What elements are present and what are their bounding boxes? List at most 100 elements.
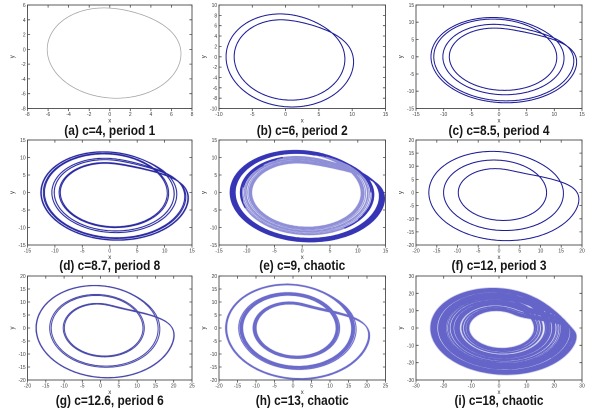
svg-text:5: 5 xyxy=(310,383,313,389)
svg-text:15: 15 xyxy=(409,3,415,9)
svg-text:y: y xyxy=(202,55,208,58)
svg-text:-15: -15 xyxy=(407,230,414,236)
svg-text:10: 10 xyxy=(134,383,140,389)
svg-text:0: 0 xyxy=(411,326,414,332)
svg-text:-5: -5 xyxy=(250,112,255,118)
svg-text:5: 5 xyxy=(118,383,121,389)
svg-text:y: y xyxy=(10,55,16,58)
svg-text:-10: -10 xyxy=(440,112,447,118)
svg-text:5: 5 xyxy=(23,173,26,179)
svg-text:20: 20 xyxy=(409,138,415,144)
svg-text:-15: -15 xyxy=(210,243,217,249)
svg-text:-20: -20 xyxy=(407,361,414,367)
svg-text:10: 10 xyxy=(552,112,558,118)
svg-text:-6: -6 xyxy=(213,86,218,92)
svg-text:-5: -5 xyxy=(213,208,218,214)
svg-text:-15: -15 xyxy=(215,248,222,254)
svg-text:10: 10 xyxy=(212,3,218,9)
svg-text:(e) c=9, chaotic: (e) c=9, chaotic xyxy=(259,258,345,273)
svg-text:15: 15 xyxy=(409,151,415,157)
svg-text:-4: -4 xyxy=(21,77,26,83)
svg-text:0: 0 xyxy=(23,47,26,53)
svg-text:-10: -10 xyxy=(252,383,259,389)
svg-text:-20: -20 xyxy=(215,383,222,389)
svg-text:y: y xyxy=(202,191,208,194)
svg-text:20: 20 xyxy=(212,274,218,280)
svg-text:(i) c=18, chaotic: (i) c=18, chaotic xyxy=(455,393,544,408)
svg-text:0: 0 xyxy=(498,248,501,254)
svg-text:15: 15 xyxy=(383,248,389,254)
svg-text:10: 10 xyxy=(162,248,168,254)
svg-text:-8: -8 xyxy=(21,107,26,113)
svg-text:(a) c=4, period 1: (a) c=4, period 1 xyxy=(64,123,155,138)
svg-text:10: 10 xyxy=(212,156,218,162)
svg-text:0: 0 xyxy=(301,248,304,254)
svg-text:20: 20 xyxy=(552,383,558,389)
svg-text:0: 0 xyxy=(214,191,217,197)
svg-text:25: 25 xyxy=(189,383,195,389)
svg-text:4: 4 xyxy=(150,112,153,118)
svg-text:-30: -30 xyxy=(407,378,414,384)
svg-text:x: x xyxy=(498,390,501,396)
svg-text:20: 20 xyxy=(20,274,26,280)
svg-text:-10: -10 xyxy=(407,217,414,223)
svg-text:x: x xyxy=(108,119,111,125)
svg-text:8: 8 xyxy=(191,112,194,118)
svg-text:6: 6 xyxy=(214,24,217,30)
svg-text:15: 15 xyxy=(558,248,564,254)
svg-text:0: 0 xyxy=(108,112,111,118)
svg-text:15: 15 xyxy=(153,383,159,389)
svg-text:15: 15 xyxy=(346,383,352,389)
svg-text:0: 0 xyxy=(214,55,217,61)
svg-text:15: 15 xyxy=(212,138,218,144)
svg-text:10: 10 xyxy=(409,309,415,315)
svg-text:-8: -8 xyxy=(25,112,30,118)
svg-text:-5: -5 xyxy=(80,248,85,254)
svg-text:(f) c=12, period 3: (f) c=12, period 3 xyxy=(452,258,547,273)
svg-text:-10: -10 xyxy=(18,226,25,232)
svg-text:0: 0 xyxy=(498,112,501,118)
svg-text:-20: -20 xyxy=(440,383,447,389)
svg-text:-15: -15 xyxy=(210,365,217,371)
svg-text:5: 5 xyxy=(318,112,321,118)
svg-text:-10: -10 xyxy=(215,112,222,118)
svg-text:y: y xyxy=(202,327,208,330)
svg-text:2: 2 xyxy=(214,44,217,50)
svg-text:-5: -5 xyxy=(21,339,26,345)
svg-text:y: y xyxy=(399,191,405,194)
svg-text:-20: -20 xyxy=(210,378,217,384)
svg-text:-20: -20 xyxy=(407,243,414,249)
svg-text:5: 5 xyxy=(23,313,26,319)
svg-text:-15: -15 xyxy=(412,112,419,118)
svg-text:x: x xyxy=(498,119,501,125)
svg-text:-2: -2 xyxy=(21,62,26,68)
svg-text:4: 4 xyxy=(23,18,26,24)
svg-text:5: 5 xyxy=(214,313,217,319)
svg-text:10: 10 xyxy=(212,300,218,306)
svg-text:-15: -15 xyxy=(18,243,25,249)
svg-text:0: 0 xyxy=(284,112,287,118)
svg-text:-10: -10 xyxy=(51,248,58,254)
svg-text:-15: -15 xyxy=(407,107,414,113)
svg-text:2: 2 xyxy=(23,33,26,39)
svg-text:10: 10 xyxy=(20,300,26,306)
svg-text:10: 10 xyxy=(327,383,333,389)
svg-text:-5: -5 xyxy=(469,112,474,118)
svg-text:(h) c=13, chaotic: (h) c=13, chaotic xyxy=(256,393,349,408)
svg-text:8: 8 xyxy=(214,13,217,19)
svg-text:20: 20 xyxy=(579,248,585,254)
svg-text:-10: -10 xyxy=(210,226,217,232)
svg-text:-10: -10 xyxy=(243,248,250,254)
svg-text:10: 10 xyxy=(524,383,530,389)
svg-text:-5: -5 xyxy=(80,383,85,389)
svg-text:25: 25 xyxy=(383,383,389,389)
svg-text:-5: -5 xyxy=(213,339,218,345)
svg-text:30: 30 xyxy=(579,383,585,389)
svg-text:20: 20 xyxy=(364,383,370,389)
svg-text:15: 15 xyxy=(20,138,26,144)
svg-text:-6: -6 xyxy=(46,112,51,118)
svg-text:15: 15 xyxy=(212,287,218,293)
svg-text:-5: -5 xyxy=(410,72,415,78)
svg-text:5: 5 xyxy=(411,177,414,183)
svg-text:10: 10 xyxy=(538,248,544,254)
